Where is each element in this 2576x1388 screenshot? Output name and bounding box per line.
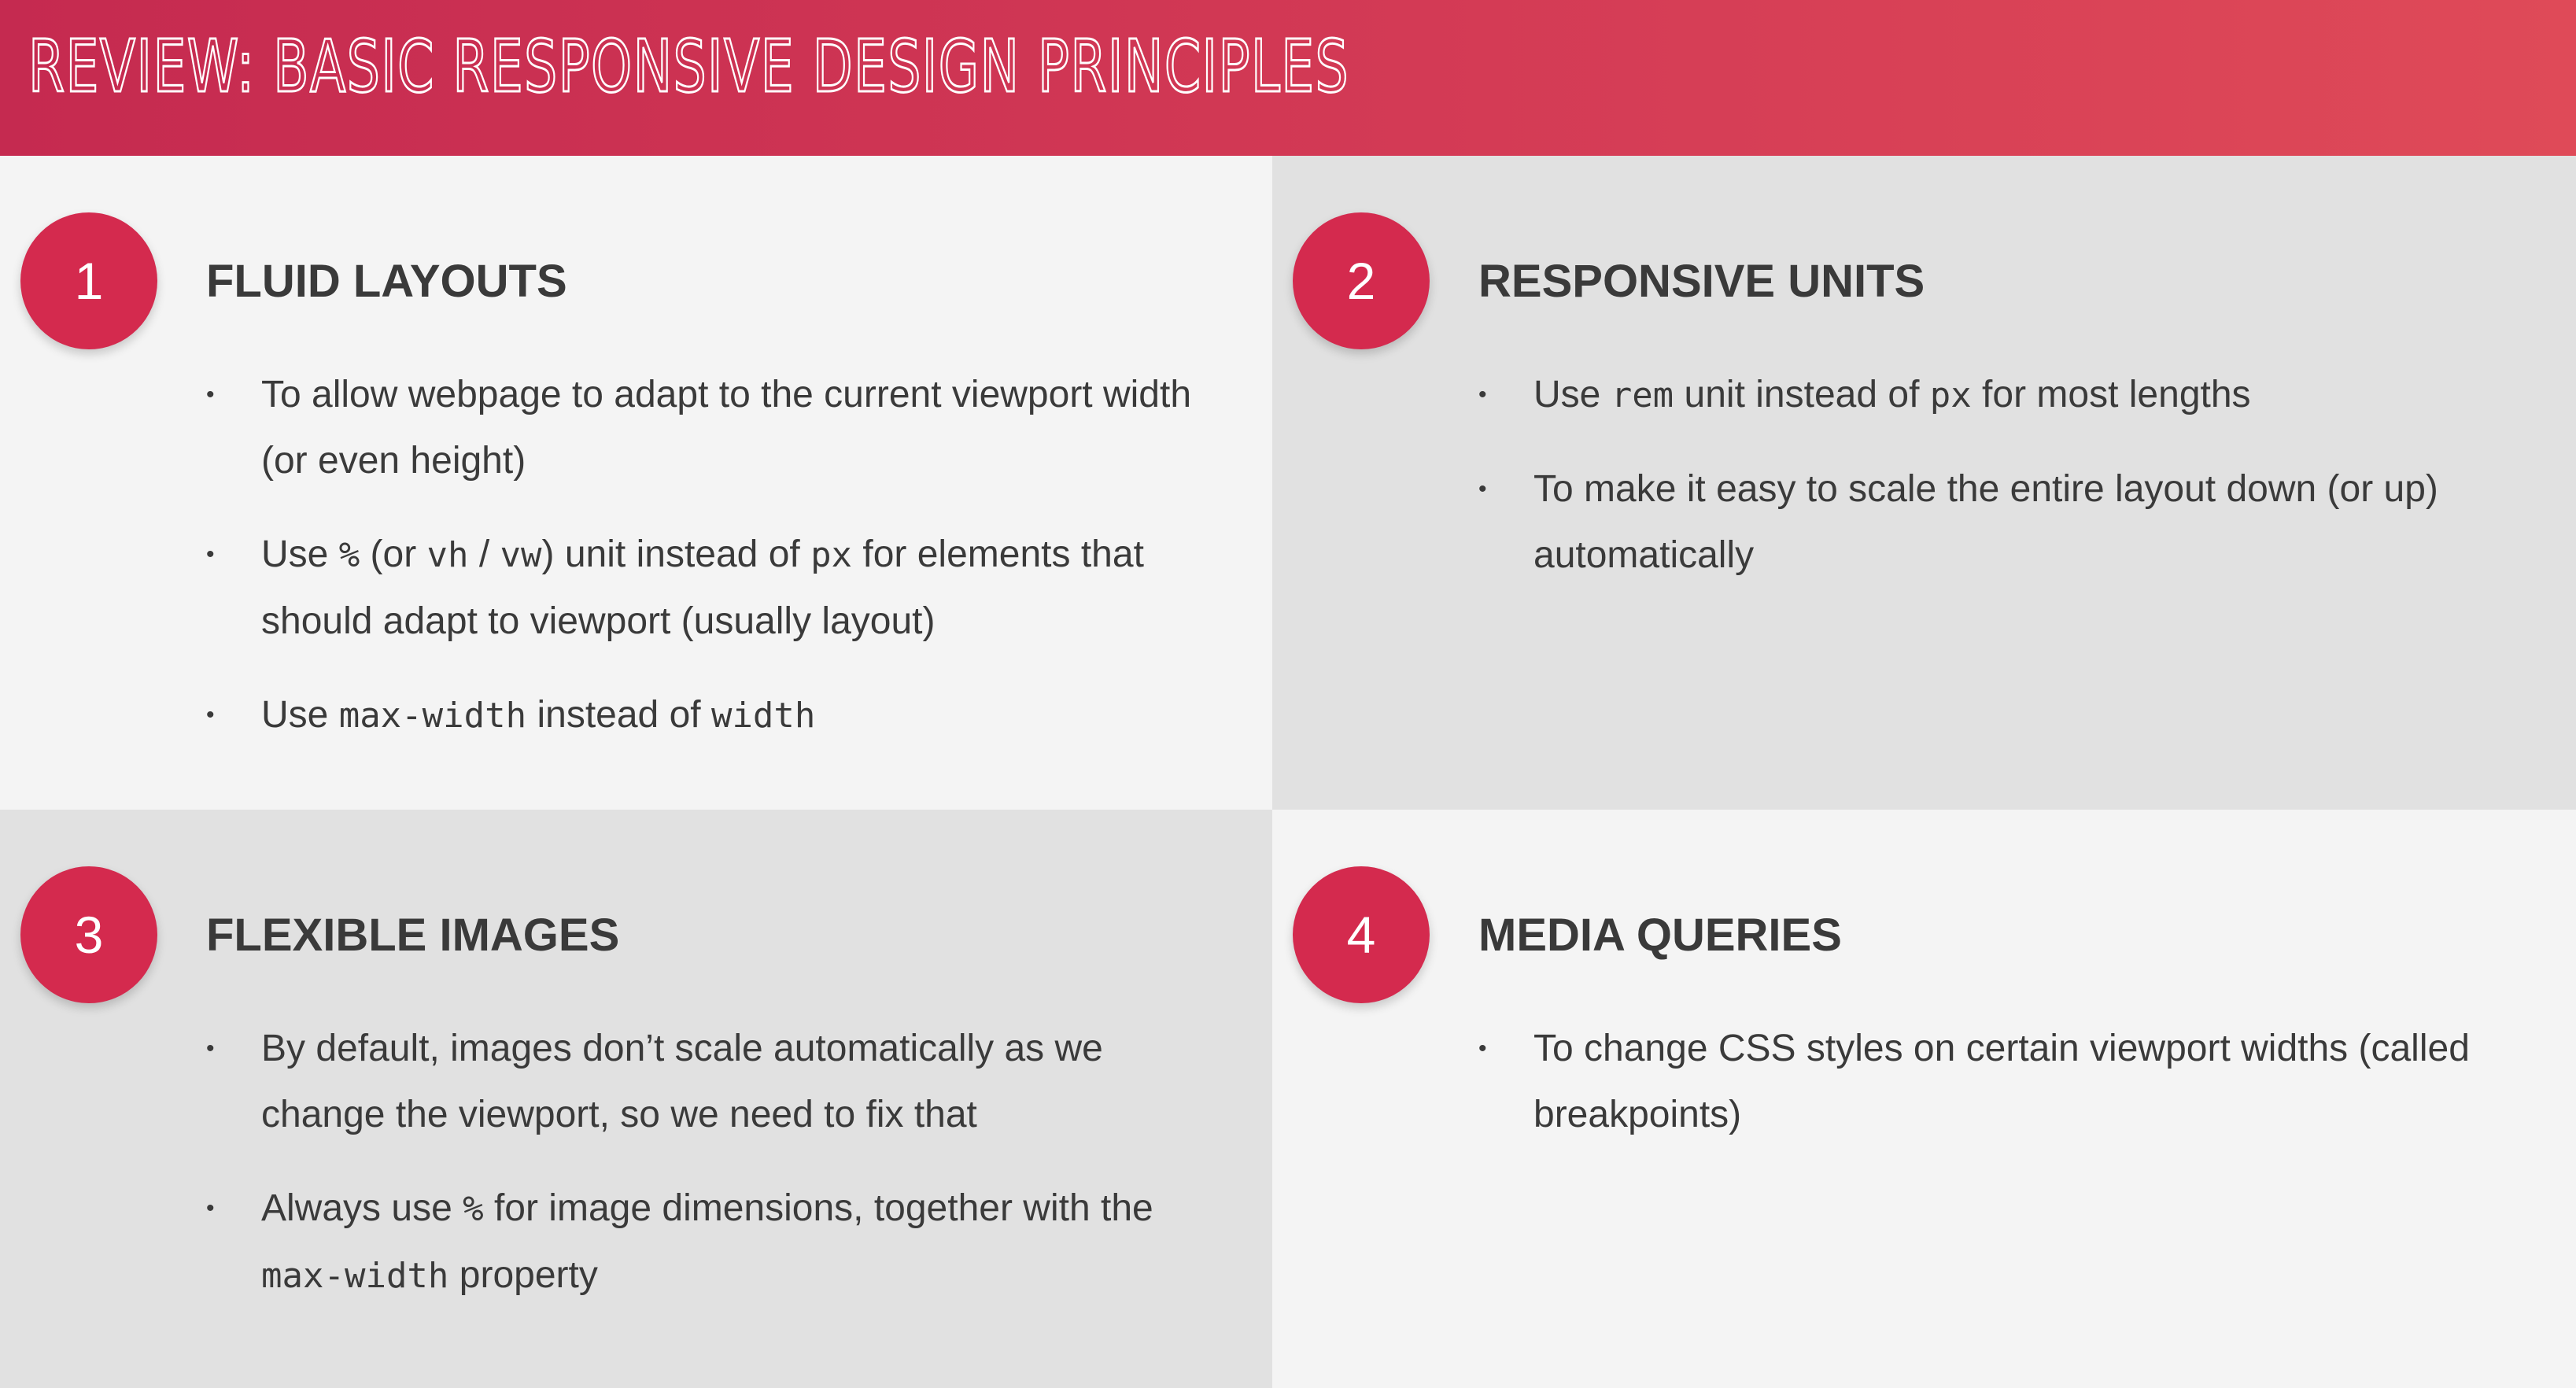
bullet-text: Use bbox=[261, 533, 339, 575]
section-heading: FLUID LAYOUTS bbox=[206, 256, 567, 307]
section-number-badge: 1 bbox=[20, 212, 157, 349]
code-token: % bbox=[463, 1189, 484, 1229]
code-token: px bbox=[1929, 375, 1972, 415]
code-token: vw bbox=[500, 535, 542, 575]
bullet-text: for elements that should adapt to viewpo… bbox=[261, 533, 1144, 642]
bullet-item: To allow webpage to adapt to the current… bbox=[206, 362, 1198, 494]
bullet-text: / bbox=[468, 533, 500, 575]
bullet-text: (or bbox=[360, 533, 427, 575]
section-number-badge: 2 bbox=[1293, 212, 1430, 349]
bullet-text: for most lengths bbox=[1971, 374, 2251, 415]
code-token: % bbox=[338, 535, 360, 575]
code-token: rem bbox=[1611, 375, 1674, 415]
bullet-text: for image dimensions, together with the bbox=[483, 1187, 1153, 1229]
bullet-item: Use max-width instead of width bbox=[206, 682, 1198, 749]
section-responsive-units: 2 RESPONSIVE UNITS Use rem unit instead … bbox=[1272, 156, 2576, 810]
bullet-text: ) unit instead of bbox=[541, 533, 811, 575]
section-heading: MEDIA QUERIES bbox=[1478, 910, 1842, 961]
header-bar: REVIEW: BASIC RESPONSIVE DESIGN PRINCIPL… bbox=[0, 0, 2576, 156]
section-flexible-images: 3 FLEXIBLE IMAGES By default, images don… bbox=[0, 810, 1272, 1388]
bullet-item: Use % (or vh / vw) unit instead of px fo… bbox=[206, 522, 1198, 655]
section-number-badge: 3 bbox=[20, 866, 157, 1003]
bullet-text: instead of bbox=[526, 694, 711, 736]
bullet-list: To change CSS styles on certain viewport… bbox=[1478, 1016, 2470, 1176]
bullet-text: To change CSS styles on certain viewport… bbox=[1533, 1028, 2470, 1135]
bullet-text: unit instead of bbox=[1674, 374, 1930, 415]
section-media-queries: 4 MEDIA QUERIES To change CSS styles on … bbox=[1272, 810, 2576, 1388]
section-fluid-layouts: 1 FLUID LAYOUTS To allow webpage to adap… bbox=[0, 156, 1272, 810]
section-heading: FLEXIBLE IMAGES bbox=[206, 910, 620, 961]
bullet-item: Always use % for image dimensions, toget… bbox=[206, 1176, 1198, 1309]
bullet-item: To change CSS styles on certain viewport… bbox=[1478, 1016, 2470, 1148]
bullet-item: Use rem unit instead of px for most leng… bbox=[1478, 362, 2470, 429]
section-number-badge: 4 bbox=[1293, 866, 1430, 1003]
code-token: width bbox=[710, 696, 816, 736]
bullet-item: By default, images don’t scale automatic… bbox=[206, 1016, 1198, 1148]
bullet-list: By default, images don’t scale automatic… bbox=[206, 1016, 1198, 1337]
bullet-list: To allow webpage to adapt to the current… bbox=[206, 362, 1198, 777]
bullet-text: Use bbox=[261, 694, 339, 736]
page-title: REVIEW: BASIC RESPONSIVE DESIGN PRINCIPL… bbox=[28, 24, 1350, 110]
bullet-item: To make it easy to scale the entire layo… bbox=[1478, 456, 2470, 589]
code-token: px bbox=[810, 535, 853, 575]
bullet-text: property bbox=[448, 1254, 598, 1296]
bullet-text: To allow webpage to adapt to the current… bbox=[261, 374, 1192, 482]
code-token: max-width bbox=[261, 1256, 449, 1296]
bullet-text: To make it easy to scale the entire layo… bbox=[1533, 468, 2438, 576]
bullet-list: Use rem unit instead of px for most leng… bbox=[1478, 362, 2470, 616]
bullet-text: Use bbox=[1533, 374, 1611, 415]
bullet-text: Always use bbox=[261, 1187, 463, 1229]
code-token: max-width bbox=[338, 696, 527, 736]
section-heading: RESPONSIVE UNITS bbox=[1478, 256, 1925, 307]
code-token: vh bbox=[426, 535, 469, 575]
bullet-text: By default, images don’t scale automatic… bbox=[261, 1028, 1103, 1135]
